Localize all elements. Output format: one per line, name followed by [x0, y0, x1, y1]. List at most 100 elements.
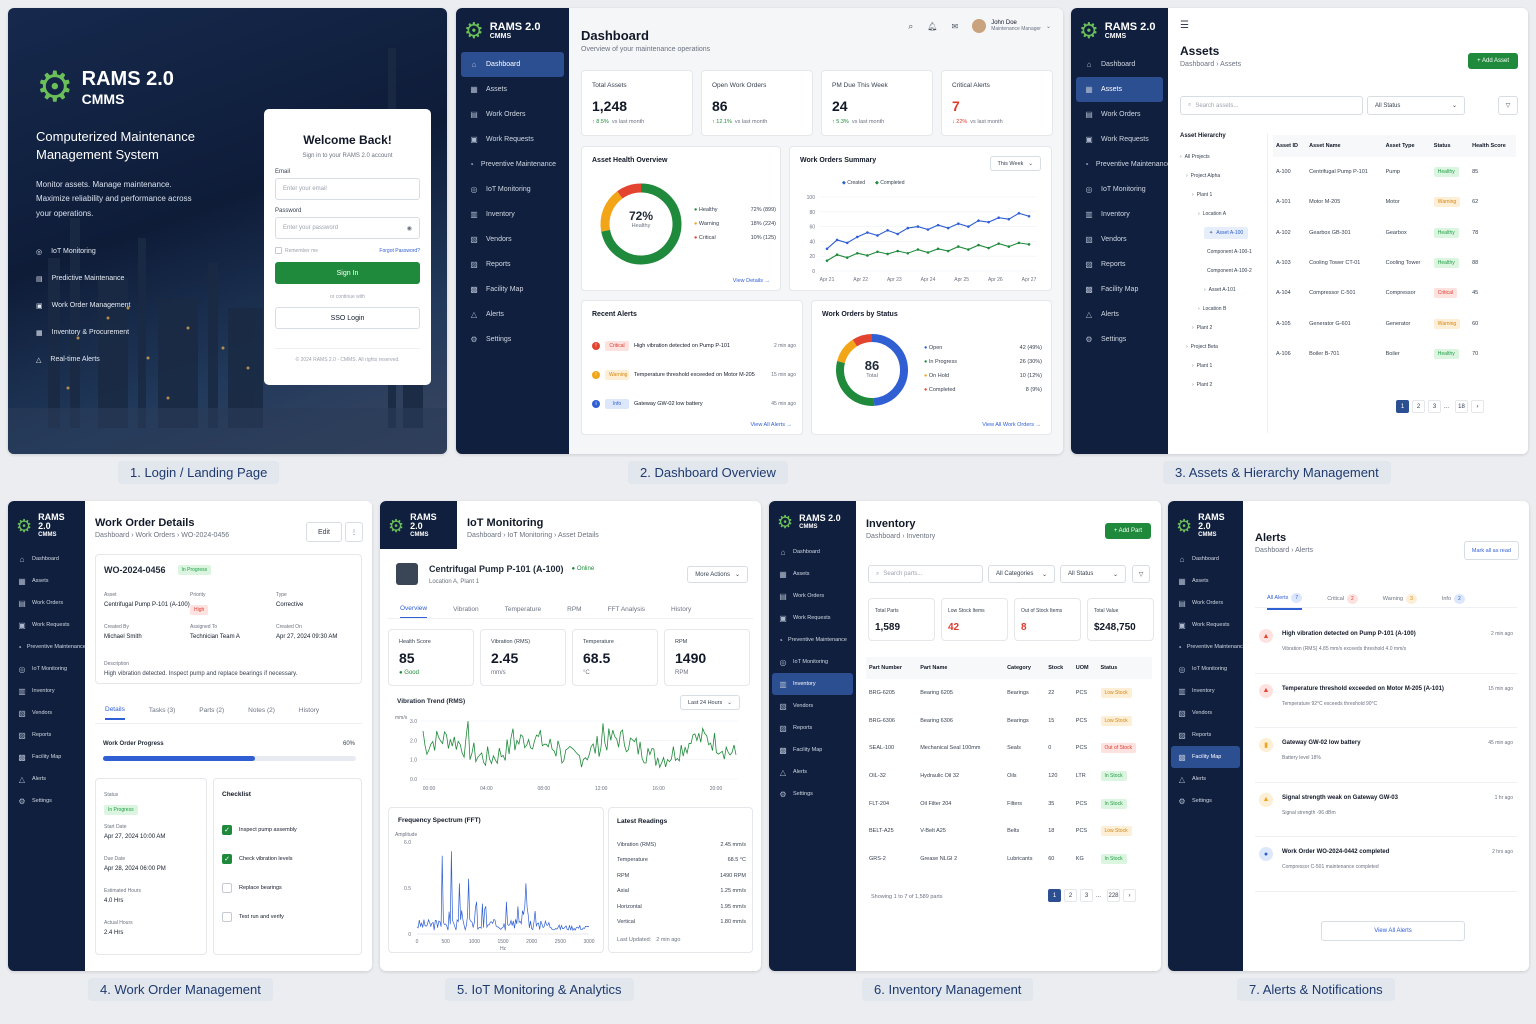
sidebar-item-iot-monitoring[interactable]: ◎ IoT Monitoring: [11, 658, 82, 680]
table-row[interactable]: BRG-6306 Bearing 6306 Bearings 15 PCS Low Sto…: [866, 707, 1152, 735]
tree-node[interactable]: › Location A: [1180, 204, 1267, 223]
tree-node[interactable]: › Location B: [1180, 299, 1267, 318]
sidebar-item-iot-monitoring[interactable]: ◎ IoT Monitoring: [461, 177, 564, 202]
search-icon[interactable]: ⌕: [908, 20, 914, 31]
sidebar-item-preventive-maintenance[interactable]: ◔ Preventive Maintenance: [1076, 152, 1171, 177]
alert-list-item[interactable]: ▲ High vibration detected on Pump P-101 (…: [1255, 619, 1517, 674]
sidebar-item-inventory[interactable]: ▥ Inventory: [11, 680, 82, 702]
alert-list-item[interactable]: ▲ Signal strength weak on Gateway GW-03 Si…: [1255, 783, 1517, 837]
alert-item[interactable]: i Info Gateway GW-02 low battery 45 min ago: [592, 389, 796, 418]
page-button[interactable]: 1: [1396, 400, 1409, 413]
table-row[interactable]: A-104 Compressor C-501 Compressor Critical 4…: [1273, 278, 1516, 308]
tab-all-alerts[interactable]: All Alerts 7: [1267, 593, 1303, 610]
tree-node[interactable]: › Plant 1: [1180, 185, 1267, 204]
filter-button[interactable]: ▽: [1132, 565, 1150, 583]
edit-button[interactable]: Edit: [305, 522, 342, 542]
sidebar-item-reports[interactable]: ▨ Reports: [772, 717, 853, 739]
tab-warning[interactable]: Warning 3: [1383, 594, 1417, 609]
table-row[interactable]: A-105 Generator G-601 Generator Warning 60: [1273, 308, 1516, 338]
sidebar-item-dashboard[interactable]: ⌂ Dashboard: [461, 52, 564, 77]
sidebar-item-alerts[interactable]: △ Alerts: [461, 302, 564, 327]
column-header[interactable]: UOM: [1072, 657, 1098, 679]
view-all-alerts-link[interactable]: View All Alerts →: [750, 422, 792, 428]
column-header[interactable]: Asset Name: [1306, 135, 1383, 157]
alert-item[interactable]: ! Critical High vibration detected on Pump…: [592, 331, 796, 360]
sidebar-item-vendors[interactable]: ▧ Vendors: [11, 702, 82, 724]
column-header[interactable]: Part Number: [866, 657, 918, 679]
page-button[interactable]: 3: [1080, 889, 1093, 902]
page-button[interactable]: 3: [1428, 400, 1441, 413]
alert-list-item[interactable]: ▲ Temperature threshold exceeded on Motor…: [1255, 674, 1517, 728]
sidebar-item-iot-monitoring[interactable]: ◎ IoT Monitoring: [1171, 658, 1240, 680]
table-row[interactable]: A-103 Cooling Tower CT-01 Cooling Tower Hea…: [1273, 248, 1516, 278]
sidebar-item-work-requests[interactable]: ▣ Work Requests: [1076, 127, 1163, 152]
checked-checkbox-icon[interactable]: ✓: [222, 853, 232, 864]
sidebar-item-alerts[interactable]: △ Alerts: [1171, 768, 1240, 790]
breadcrumb-item[interactable]: Assets: [1220, 61, 1242, 68]
sidebar-item-alerts[interactable]: △ Alerts: [1076, 302, 1163, 327]
more-options-button[interactable]: ⋮: [345, 522, 363, 542]
view-details-link[interactable]: View Details →: [732, 278, 770, 284]
password-field[interactable]: Enter your password ◉: [275, 217, 420, 239]
sidebar-item-inventory[interactable]: ▥ Inventory: [1076, 202, 1163, 227]
sidebar-item-assets[interactable]: ▦ Assets: [1076, 77, 1163, 102]
checklist-item[interactable]: Replace bearings: [222, 873, 297, 902]
column-header[interactable]: Stock: [1045, 657, 1073, 679]
sidebar-item-alerts[interactable]: △ Alerts: [772, 761, 853, 783]
sidebar-item-reports[interactable]: ▨ Reports: [11, 724, 82, 746]
table-row[interactable]: A-102 Gearbox GB-301 Gearbox Healthy 78: [1273, 218, 1516, 248]
sidebar-item-reports[interactable]: ▨ Reports: [1171, 724, 1240, 746]
sidebar-item-facility-map[interactable]: ▩ Facility Map: [1171, 746, 1240, 769]
add-asset-button[interactable]: + Add Asset: [1468, 53, 1518, 69]
checklist-item[interactable]: Test run and verify: [222, 902, 297, 931]
tab-tasks[interactable]: Tasks (3): [148, 707, 176, 714]
checklist-item[interactable]: ✓ Inspect pump assembly: [222, 815, 297, 844]
sidebar-item-settings[interactable]: ⚙ Settings: [1076, 327, 1163, 352]
table-row[interactable]: A-101 Motor M-205 Motor Warning 62: [1273, 187, 1516, 217]
sidebar-item-preventive-maintenance[interactable]: ◔ Preventive Maintenance: [1171, 636, 1246, 658]
sign-in-button[interactable]: Sign In: [275, 262, 420, 284]
search-parts-input[interactable]: ⌕ Search parts...: [868, 565, 983, 583]
tree-node[interactable]: Component A-100-1: [1180, 242, 1267, 261]
category-filter-select[interactable]: All Categories ⌄: [988, 565, 1055, 583]
sidebar-item-preventive-maintenance[interactable]: ◔ Preventive Maintenance: [11, 636, 86, 658]
trend-period-select[interactable]: Last 24 Hours ⌄: [680, 695, 740, 710]
table-row[interactable]: A-106 Boiler B-701 Boiler Healthy 70: [1273, 339, 1516, 369]
breadcrumb-item[interactable]: Dashboard: [1180, 61, 1215, 68]
sidebar-item-work-orders[interactable]: ▤ Work Orders: [1076, 102, 1163, 127]
tree-node[interactable]: › Asset A-101: [1180, 280, 1267, 299]
add-part-button[interactable]: + Add Part: [1104, 523, 1151, 539]
search-assets-input[interactable]: ⌕ Search assets...: [1180, 96, 1363, 115]
status-filter-select[interactable]: All Status ⌄: [1367, 96, 1465, 115]
tab-info[interactable]: Info 2: [1442, 594, 1465, 609]
sidebar-item-reports[interactable]: ▨ Reports: [1076, 252, 1163, 277]
alert-list-item[interactable]: ▮ Gateway GW-02 low battery Battery level …: [1255, 728, 1517, 783]
sidebar-item-preventive-maintenance[interactable]: ◔ Preventive Maintenance: [461, 152, 564, 177]
alert-item[interactable]: ! Warning Temperature threshold exceeded o…: [592, 360, 796, 389]
sidebar-item-work-requests[interactable]: ▣ Work Requests: [1171, 614, 1240, 636]
status-filter-select[interactable]: All Status ⌄: [1060, 565, 1126, 583]
sidebar-item-vendors[interactable]: ▧ Vendors: [461, 227, 564, 252]
tree-node[interactable]: › Plant 2: [1180, 375, 1267, 394]
sidebar-item-work-orders[interactable]: ▤ Work Orders: [772, 585, 853, 607]
column-header[interactable]: Health Score: [1469, 135, 1516, 157]
sidebar-item-facility-map[interactable]: ▩ Facility Map: [772, 739, 853, 761]
tab-overview[interactable]: Overview: [400, 605, 428, 619]
sidebar-item-inventory[interactable]: ▥ Inventory: [772, 673, 853, 695]
sidebar-item-dashboard[interactable]: ⌂ Dashboard: [1076, 52, 1163, 77]
table-row[interactable]: A-100 Centrifugal Pump P-101 Pump Healthy 85: [1273, 157, 1516, 187]
sidebar-item-settings[interactable]: ⚙ Settings: [461, 327, 564, 352]
tab-notes[interactable]: Notes (2): [248, 707, 275, 714]
tree-node[interactable]: › Plant 2: [1180, 318, 1267, 337]
sidebar-item-work-requests[interactable]: ▣ Work Requests: [461, 127, 564, 152]
alert-list-item[interactable]: ● Work Order WO-2024-0442 completed Compre…: [1255, 837, 1517, 892]
period-select[interactable]: This Week ⌄: [989, 156, 1041, 171]
column-header[interactable]: Part Name: [917, 657, 1005, 679]
unchecked-checkbox-icon[interactable]: [222, 882, 232, 893]
user-menu[interactable]: John Doe Maintenance Manager ⌄: [972, 19, 1051, 33]
sidebar-item-reports[interactable]: ▨ Reports: [461, 252, 564, 277]
sidebar-item-settings[interactable]: ⚙ Settings: [11, 790, 82, 812]
sidebar-item-vendors[interactable]: ▧ Vendors: [1171, 702, 1240, 724]
tree-node[interactable]: › Project Beta: [1180, 337, 1267, 356]
unchecked-checkbox-icon[interactable]: [222, 911, 232, 922]
